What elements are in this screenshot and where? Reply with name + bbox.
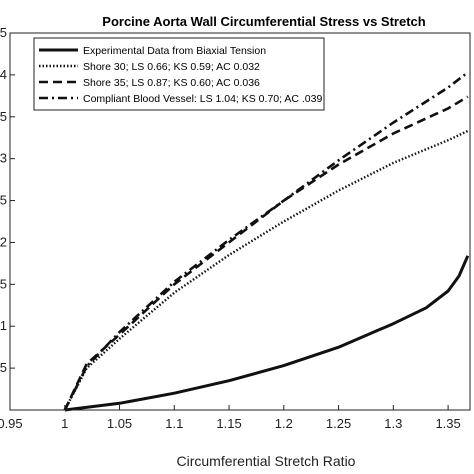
y-tick-label: .25 <box>0 193 7 208</box>
axis-ticks: 0.95 1 1.05 1.1 1.15 1.2 1.25 1.3 1.35 .05 0.1 .15 0… <box>0 25 461 431</box>
series-line-3 <box>63 95 469 411</box>
y-tick-label: .35 <box>0 109 7 124</box>
plot-frame <box>9 32 471 411</box>
x-tick-label: 1.25 <box>326 416 351 431</box>
y-tick-label: .05 <box>0 360 7 375</box>
x-tick-label: 1 <box>61 416 68 431</box>
x-tick-label: 1.15 <box>216 416 241 431</box>
legend-entry-1: Experimental Data from Biaxial Tension <box>83 45 266 57</box>
series-line-4 <box>63 71 469 411</box>
legend: Experimental Data from Biaxial Tension Sh… <box>33 37 325 111</box>
y-tick-label: .45 <box>0 25 7 40</box>
series-line-1 <box>64 255 470 412</box>
legend-entry-4: Compliant Blood Vessel: LS 1.04; KS 0.70… <box>83 93 322 105</box>
y-tick-label: 0.3 <box>0 151 7 166</box>
legend-entry-2: Shore 30; LS 0.66; KS 0.59; AC 0.032 <box>83 61 260 73</box>
y-tick-label: 0.2 <box>0 234 7 249</box>
legend-box <box>33 37 325 111</box>
x-tick-label: 1.2 <box>275 416 293 431</box>
x-axis-label: Circumferential Stretch Ratio <box>177 453 356 469</box>
y-tick-label: 0.4 <box>0 67 7 82</box>
y-tick-label: .15 <box>0 276 7 291</box>
legend-entry-3: Shore 35; LS 0.87; KS 0.60; AC 0.036 <box>83 77 260 89</box>
chart-title: Porcine Aorta Wall Circumferential Stres… <box>102 14 425 29</box>
x-tick-label: 1.35 <box>435 416 460 431</box>
y-tick-label: 0.1 <box>0 318 7 333</box>
x-tick-label: 0.95 <box>0 416 23 431</box>
x-tick-label: 1.1 <box>165 416 183 431</box>
x-tick-label: 1.05 <box>107 416 132 431</box>
series-line-2 <box>63 129 469 411</box>
x-tick-label: 1.3 <box>384 416 402 431</box>
series-lines <box>63 71 470 412</box>
